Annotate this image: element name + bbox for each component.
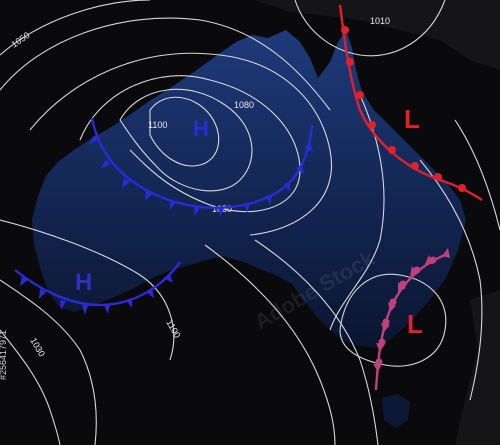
warm-front-bump xyxy=(368,121,376,129)
cold-front-north xyxy=(89,117,314,217)
isobar-14 xyxy=(339,273,447,367)
occluded-front-bump xyxy=(413,266,421,274)
isobar-15 xyxy=(419,159,483,401)
low-pressure-center: L xyxy=(407,309,423,339)
isobar-7 xyxy=(294,0,446,57)
stock-id: #256417971 xyxy=(0,330,8,380)
cold-front-south-line xyxy=(14,261,181,307)
occluded-front-bump xyxy=(375,358,383,366)
warm-front-bump xyxy=(341,26,349,34)
warm-front-bump xyxy=(434,173,442,181)
isobar-label: 1080 xyxy=(234,100,254,110)
occluded-front-bump xyxy=(382,318,390,326)
warm-front-line xyxy=(338,4,483,201)
isobar-12 xyxy=(204,244,336,445)
isobar-16 xyxy=(454,119,500,231)
isobar-3 xyxy=(29,52,332,236)
occluded-front-bump xyxy=(389,298,397,306)
isobar-4 xyxy=(79,75,301,213)
high-pressure-center: H xyxy=(193,116,209,141)
isobar-1 xyxy=(0,0,151,56)
isobar-10 xyxy=(0,279,97,445)
isobar-6 xyxy=(149,96,220,167)
occluded-front-triangles xyxy=(373,248,450,372)
australia-landmass xyxy=(32,30,466,348)
warm-front-bump xyxy=(388,146,396,154)
warm-front xyxy=(338,4,483,201)
low-pressure-center: L xyxy=(404,104,420,134)
new-zealand-landmass xyxy=(455,290,500,445)
warm-front-bump xyxy=(356,91,364,99)
high-pressure-center: H xyxy=(75,269,92,296)
isobar-label: 1010 xyxy=(370,16,390,26)
isobar-13 xyxy=(254,239,379,445)
occluded-front-bump xyxy=(429,256,437,264)
occluded-front-semicircles xyxy=(375,256,437,366)
isobar-9 xyxy=(0,219,175,361)
warm-front-bump xyxy=(346,58,354,66)
isobar-5 xyxy=(119,88,253,192)
occluded-front-bump xyxy=(399,280,407,288)
occluded-front-bump xyxy=(378,338,386,346)
isobar-11 xyxy=(0,329,61,445)
isobar-label: 1100 xyxy=(148,120,167,130)
warm-front-semicircles xyxy=(341,26,466,192)
tasmania-landmass xyxy=(382,394,410,428)
occluded-front xyxy=(373,248,450,391)
warm-front-bump xyxy=(411,162,419,170)
warm-front-bump xyxy=(458,184,466,192)
isobar-2 xyxy=(0,17,331,111)
cold-front-south xyxy=(14,261,181,315)
new-guinea-landmass xyxy=(255,0,500,70)
